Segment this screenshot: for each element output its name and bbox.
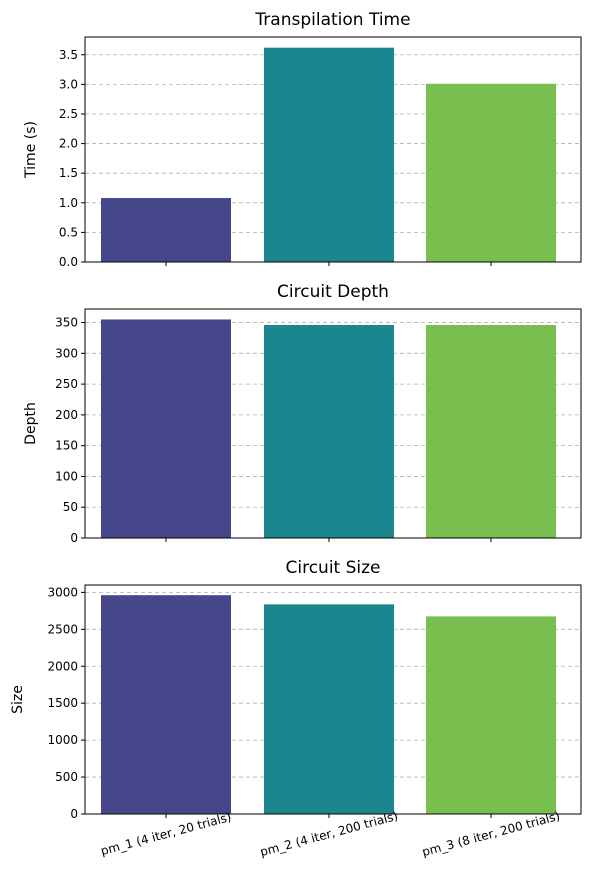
y-tick-label: 1.0 [59, 196, 78, 210]
bar-2 [264, 47, 394, 262]
chart-panel-2: 0 50 100 150 200 250 300 350 Circuit Depth Depth [23, 282, 582, 545]
y-tick-label: 1.5 [59, 166, 78, 180]
y-tick-label: 0.5 [59, 225, 78, 239]
y-tick-label: 150 [55, 439, 78, 453]
y-tick-label: 500 [55, 770, 78, 784]
y-tick-label: 3.0 [59, 77, 78, 91]
y-tick-label: 100 [55, 469, 78, 483]
plot-frame [84, 36, 582, 263]
y-tick-label: 50 [63, 500, 78, 514]
chart-title: Transpilation Time [254, 10, 410, 30]
y-axis-label: Size [10, 685, 26, 714]
chart-title: Circuit Depth [277, 282, 389, 302]
y-tick-label: 200 [55, 408, 78, 422]
y-tick-label: 0.0 [59, 255, 78, 269]
chart-panel-1: 0.0 0.5 1.0 1.5 2.0 2.5 3.0 3.5 Transpilation Ti… [23, 10, 582, 269]
y-tick-label: 2.5 [59, 107, 78, 121]
y-tick-label: 1000 [47, 733, 78, 747]
bar-3 [426, 83, 556, 263]
bar-1 [101, 319, 231, 538]
y-tick-label: 3000 [47, 585, 78, 599]
y-axis-label: Time (s) [23, 121, 39, 179]
bar-1 [101, 198, 231, 262]
plot-frame [84, 584, 582, 815]
y-tick-label: 3.5 [59, 48, 78, 62]
y-tick-label: 300 [55, 346, 78, 360]
bar-3 [426, 616, 556, 814]
bar-2 [264, 604, 394, 814]
bar-2 [264, 325, 394, 538]
y-tick-label: 250 [55, 377, 78, 391]
bar-1 [101, 595, 231, 814]
chart-title: Circuit Size [285, 558, 380, 578]
y-tick-label: 2500 [47, 622, 78, 636]
plot-frame [84, 308, 582, 539]
y-tick-label: 0 [70, 531, 78, 545]
y-tick-label: 1500 [47, 696, 78, 710]
bar-3 [426, 325, 556, 538]
y-tick-label: 0 [70, 807, 78, 821]
y-tick-label: 2000 [47, 659, 78, 673]
y-axis-label: Depth [23, 402, 39, 445]
y-tick-label: 2.0 [59, 137, 78, 151]
y-tick-label: 350 [55, 316, 78, 330]
